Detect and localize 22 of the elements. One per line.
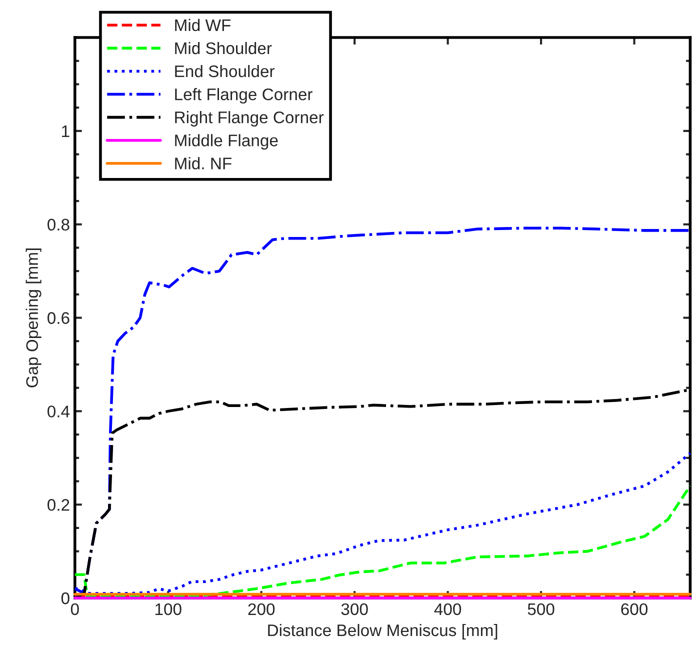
x-tick-label: 100 [155,603,182,616]
x-tick-label: 200 [248,603,275,616]
x-tick-label: 600 [621,603,648,616]
legend-label: Right Flange Corner [175,111,324,127]
y-tick-label: 1 [62,126,70,137]
y-tick-label: 0 [61,592,70,604]
legend-label: Mid. NF [175,157,232,170]
legend-label: Left Flange Corner [175,88,312,104]
legend-label: End Shoulder [175,64,275,78]
x-tick-label: 500 [528,603,554,616]
x-tick-label: 0 [70,603,79,616]
x-tick-label: 300 [341,603,368,616]
y-tick-label: 0.2 [48,499,70,511]
y-tick-label: 0.4 [48,406,70,418]
legend-label: Mid Shoulder [175,42,272,54]
x-axis-title: Distance Below Meniscus [mm] [268,624,498,640]
x-tick-label: 400 [434,603,462,616]
y-tick-label: 0.8 [48,218,70,231]
legend-label: Middle Flange [175,134,278,150]
y-tick-label: 0.6 [48,312,70,324]
y-axis-title: Gap Opening [mm] [26,248,42,388]
legend-label: Mid WF [175,18,231,32]
